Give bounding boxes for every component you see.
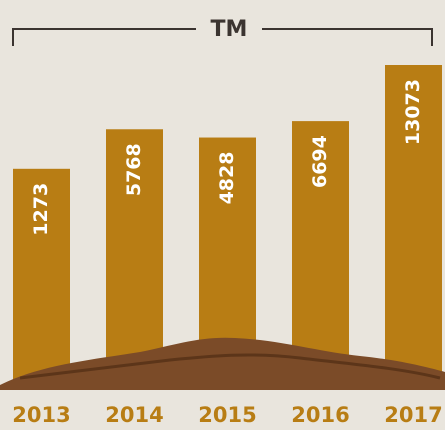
bar <box>292 121 349 381</box>
value-label: 6694 <box>309 135 331 188</box>
value-label: 5768 <box>123 143 145 196</box>
x-tick-label: 2017 <box>384 403 442 427</box>
chart-title: TM <box>211 17 248 42</box>
bar <box>385 65 442 380</box>
value-label: 13073 <box>402 79 424 145</box>
x-tick-label: 2014 <box>105 403 163 427</box>
dirt-texture <box>19 353 441 380</box>
title-bracket <box>12 28 433 46</box>
value-label: 1273 <box>30 183 52 236</box>
x-tick-label: 2013 <box>12 403 70 427</box>
bar <box>106 129 163 380</box>
x-tick-label: 2015 <box>198 403 256 427</box>
value-label: 4828 <box>216 152 238 205</box>
x-tick-label: 2016 <box>291 403 349 427</box>
bar <box>13 168 70 380</box>
dirt-mound <box>0 337 445 390</box>
